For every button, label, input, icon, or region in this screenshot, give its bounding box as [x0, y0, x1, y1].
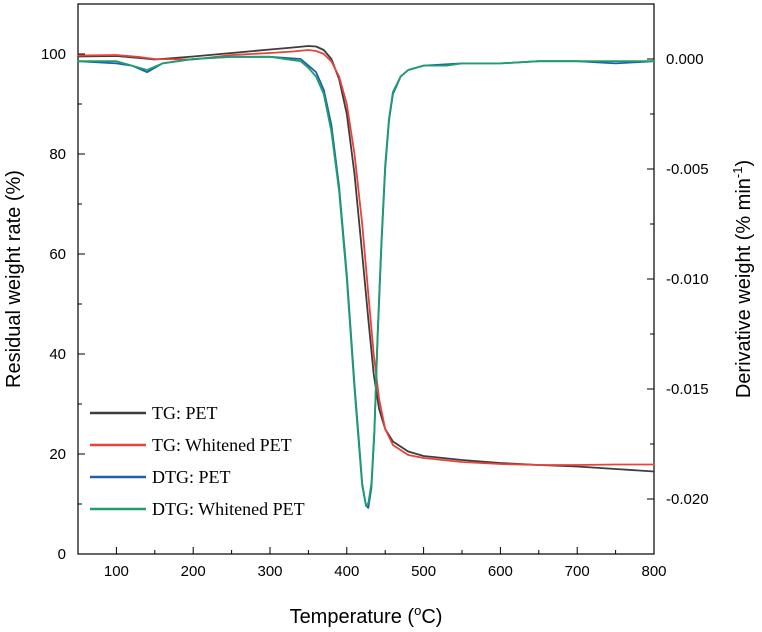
- x-tick-label: 400: [334, 563, 359, 580]
- x-tick-label: 500: [411, 563, 436, 580]
- left-y-tick-label: 20: [49, 446, 66, 463]
- x-tick-label: 700: [565, 563, 590, 580]
- legend-label: TG: PET: [152, 403, 218, 423]
- x-tick-label: 100: [104, 563, 129, 580]
- legend: TG: PET TG: Whitened PET DTG: PET DTG: Whit…: [90, 403, 305, 519]
- right-y-axis-title: Derivative weight (% min-1): [730, 160, 755, 398]
- x-axis-title: Temperature (oC): [290, 603, 443, 628]
- legend-label: TG: Whitened PET: [152, 435, 292, 455]
- left-y-tick-label: 40: [49, 346, 66, 363]
- left-y-axis-title: Residual weight rate (%): [3, 170, 25, 388]
- left-y-tick-label: 100: [41, 46, 66, 63]
- left-y-tick-label: 60: [49, 246, 66, 263]
- series-line-0: [77, 45, 655, 473]
- legend-label: DTG: Whitened PET: [152, 499, 305, 519]
- series-line-1: [77, 49, 655, 466]
- x-tick-label: 200: [181, 563, 206, 580]
- x-tick-label: 600: [488, 563, 513, 580]
- series-line-3: [77, 55, 655, 507]
- x-tick-label: 800: [641, 563, 666, 580]
- legend-label: DTG: PET: [152, 467, 231, 487]
- right-y-tick-label: -0.010: [666, 271, 709, 288]
- right-y-tick-label: -0.005: [666, 161, 709, 178]
- left-y-tick-label: 0: [58, 546, 66, 563]
- left-y-tick-label: 80: [49, 146, 66, 163]
- left-y-axis: 0 20 40 60 80 100: [41, 3, 85, 563]
- right-y-tick-label: -0.015: [666, 381, 709, 398]
- x-tick-label: 300: [257, 563, 282, 580]
- series-layer: [77, 45, 655, 509]
- right-y-axis: 0.000 -0.005 -0.010 -0.015 -0.020: [647, 51, 709, 555]
- right-y-tick-label: 0.000: [666, 51, 704, 68]
- right-y-tick-label: -0.020: [666, 491, 709, 508]
- x-axis: 100 200 300 400 500 600 700 800: [77, 547, 667, 580]
